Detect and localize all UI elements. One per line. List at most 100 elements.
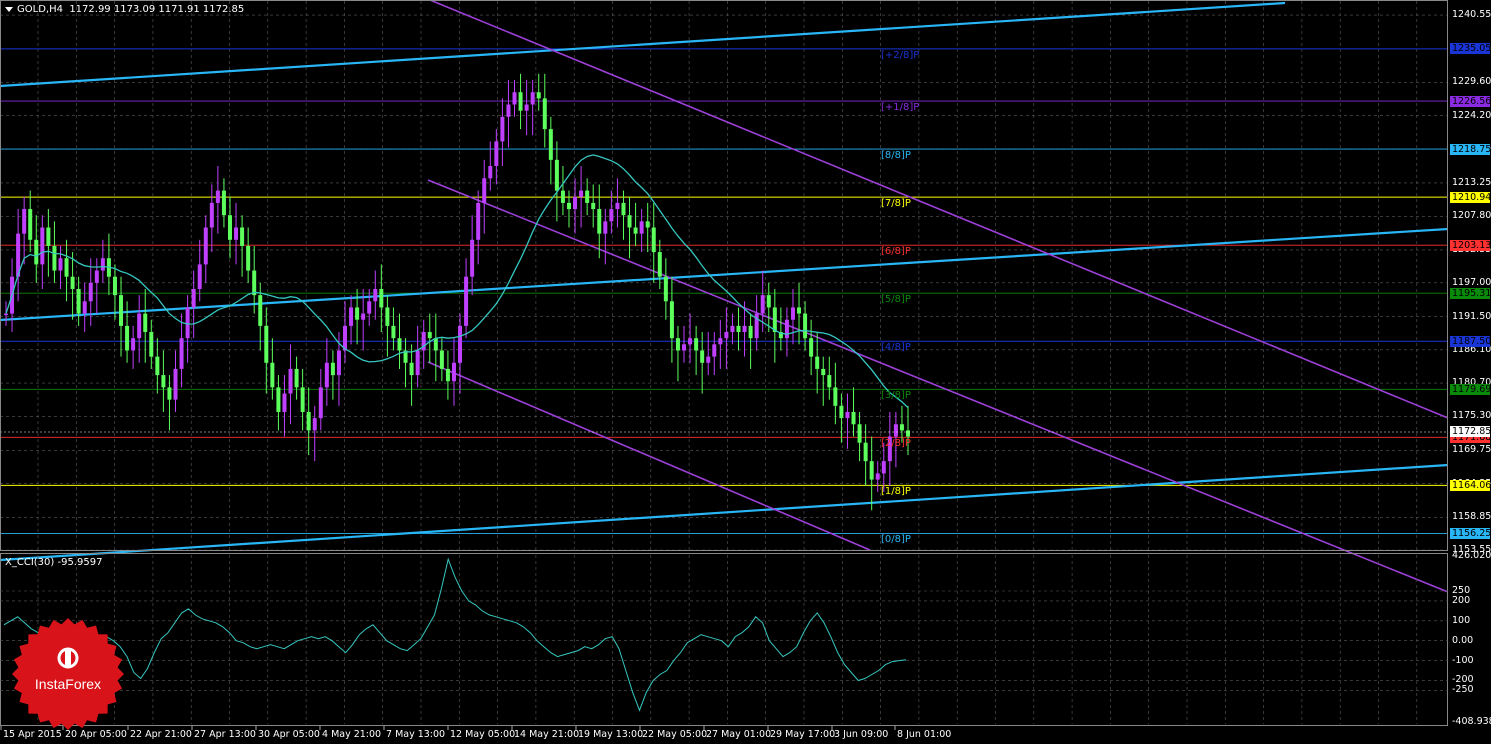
candle-body bbox=[397, 338, 402, 351]
candle-body bbox=[234, 227, 239, 240]
candle-body bbox=[391, 325, 396, 339]
moving-average-line bbox=[5, 154, 909, 409]
candle-body bbox=[542, 98, 547, 130]
candle-body bbox=[173, 368, 178, 400]
candle-body bbox=[209, 202, 214, 228]
candle-body bbox=[149, 332, 154, 357]
dropdown-triangle-icon[interactable] bbox=[5, 6, 13, 12]
cci-axis-label: -200 bbox=[1452, 674, 1474, 686]
cci-axis-label: 0.00 bbox=[1452, 634, 1474, 646]
candle-body bbox=[52, 245, 57, 271]
purple-channel-line bbox=[429, 0, 1449, 419]
candle-body bbox=[421, 332, 426, 351]
candle-body bbox=[112, 276, 117, 296]
candle-body bbox=[343, 325, 348, 351]
candle-body bbox=[28, 209, 33, 240]
candle-body bbox=[367, 301, 372, 314]
candle-body bbox=[125, 325, 130, 351]
candle-body bbox=[663, 276, 668, 302]
candle-body bbox=[46, 227, 51, 246]
candle-body bbox=[621, 202, 626, 216]
candle-body bbox=[476, 202, 481, 240]
candle-body bbox=[784, 319, 789, 339]
candle-body bbox=[669, 301, 674, 339]
candle-body bbox=[657, 252, 662, 277]
candle-body bbox=[167, 387, 172, 400]
candle-body bbox=[330, 362, 335, 376]
candle-body bbox=[875, 473, 880, 480]
candle-body bbox=[227, 215, 232, 240]
candle-body bbox=[161, 375, 166, 388]
candle-body bbox=[433, 338, 438, 351]
candle-body bbox=[548, 129, 553, 160]
candle-body bbox=[893, 424, 898, 437]
candle-body bbox=[500, 116, 505, 142]
murrey-label: [7/8]P bbox=[881, 198, 911, 210]
candle-body bbox=[270, 362, 275, 388]
candle-body bbox=[845, 411, 850, 419]
candle-body bbox=[64, 258, 69, 277]
logo-emblem-bar bbox=[65, 648, 71, 668]
cci-axis-label: -408.9386 bbox=[1452, 716, 1491, 727]
candle-body bbox=[403, 350, 408, 363]
candle-body bbox=[252, 270, 257, 296]
instaforex-logo-icon bbox=[12, 618, 124, 730]
time-axis-label: 27 Apr 13:00 bbox=[194, 729, 256, 740]
candle-body bbox=[597, 209, 602, 234]
candle-body bbox=[700, 350, 705, 363]
murrey-label: [0/8]P bbox=[881, 534, 911, 546]
time-axis-label: 12 May 05:00 bbox=[450, 729, 516, 740]
symbol-label: GOLD,H4 bbox=[17, 4, 63, 15]
price-axis-label: 1197.00 bbox=[1452, 276, 1491, 288]
price-candles bbox=[4, 73, 910, 511]
candle-body bbox=[312, 418, 317, 431]
candle-body bbox=[772, 307, 777, 333]
candle-body bbox=[276, 387, 281, 412]
price-axis-label: 1169.75 bbox=[1452, 444, 1491, 456]
time-axis-label: 19 May 13:00 bbox=[578, 729, 644, 740]
candle-body bbox=[221, 190, 226, 216]
grid-lines bbox=[0, 1, 1448, 551]
candle-body bbox=[603, 221, 608, 234]
candle-body bbox=[615, 202, 620, 210]
candle-body bbox=[215, 190, 220, 203]
cci-axis-label: 250 bbox=[1452, 584, 1471, 596]
candle-body bbox=[887, 436, 892, 462]
price-axis-label: 1191.50 bbox=[1452, 310, 1491, 322]
candle-body bbox=[361, 313, 366, 320]
candle-body bbox=[881, 461, 886, 474]
candle-body bbox=[464, 276, 469, 326]
candle-body bbox=[197, 264, 202, 289]
candle-body bbox=[16, 233, 21, 277]
candle-body bbox=[82, 301, 87, 314]
price-axis-label: 1158.85 bbox=[1452, 511, 1491, 523]
candle-body bbox=[839, 405, 844, 419]
candle-body bbox=[748, 325, 753, 339]
candle-body bbox=[827, 375, 832, 388]
price-tag: 1195.31 bbox=[1450, 287, 1491, 299]
candle-body bbox=[815, 356, 820, 369]
price-tag: 1218.75 bbox=[1450, 143, 1491, 155]
price-axis-label: 1240.55 bbox=[1452, 9, 1491, 21]
candle-body bbox=[797, 307, 802, 314]
candle-body bbox=[94, 270, 99, 283]
candle-body bbox=[682, 344, 687, 351]
candle-body bbox=[488, 166, 493, 179]
candle-body bbox=[58, 258, 63, 271]
candle-body bbox=[288, 368, 293, 394]
candle-body bbox=[470, 239, 475, 277]
cci-axis-label: -250 bbox=[1452, 684, 1474, 696]
candle-body bbox=[264, 325, 269, 363]
candle-body bbox=[318, 387, 323, 419]
candle-body bbox=[506, 104, 511, 117]
time-axis-label: 14 May 21:00 bbox=[514, 729, 580, 740]
candle-body bbox=[34, 239, 39, 265]
main-panel-border bbox=[0, 0, 1448, 551]
candle-body bbox=[869, 461, 874, 480]
logo-seal bbox=[12, 618, 124, 730]
candle-body bbox=[742, 325, 747, 333]
candle-body bbox=[155, 356, 160, 376]
candle-body bbox=[439, 350, 444, 369]
candle-body bbox=[530, 92, 535, 105]
